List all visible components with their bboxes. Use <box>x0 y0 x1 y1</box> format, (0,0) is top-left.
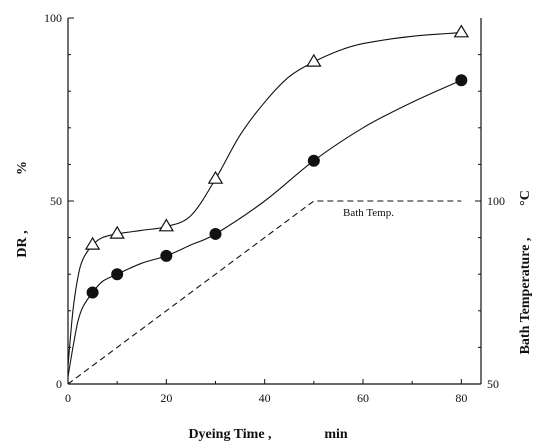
triangle-point <box>207 170 224 184</box>
x-tick-label: 40 <box>259 391 271 405</box>
left-y-tick-label: 0 <box>56 377 62 391</box>
right-axis-title: Bath Temperature , <box>518 238 533 355</box>
right-y-tick-label: 50 <box>487 377 499 391</box>
x-axis-title: Dyeing Time , <box>188 427 271 442</box>
triangle-point <box>453 24 470 38</box>
left-y-tick-label: 100 <box>44 11 62 25</box>
series-1-curve <box>67 32 462 366</box>
circle-point <box>111 268 124 281</box>
right-y-tick-label: 100 <box>487 194 505 208</box>
x-tick-label: 20 <box>160 391 172 405</box>
circle-point <box>307 154 320 167</box>
left-axis-unit: % <box>15 161 30 175</box>
right-axis-unit: °C <box>518 190 533 206</box>
circle-point <box>455 74 468 87</box>
triangle-point <box>84 236 101 250</box>
triangle-point <box>158 218 175 232</box>
series-2-curve <box>67 79 462 377</box>
circle-point <box>209 227 222 240</box>
x-tick-label: 80 <box>455 391 467 405</box>
triangle-point <box>306 53 322 67</box>
circle-point <box>160 249 173 262</box>
x-tick-label: 60 <box>357 391 369 405</box>
x-axis-unit: min <box>324 427 348 442</box>
triangle-point <box>109 225 125 239</box>
bath-temp-line <box>67 200 462 385</box>
bath-temp-label: Bath Temp. <box>343 207 394 219</box>
x-tick-label: 0 <box>65 391 71 405</box>
ticks: 0 20 40 60 80 0 50 100 50 100 <box>44 11 505 405</box>
left-y-tick-label: 50 <box>50 194 62 208</box>
circle-point <box>86 286 99 299</box>
left-axis-title: DR , <box>15 230 30 257</box>
series-layer <box>67 24 470 385</box>
